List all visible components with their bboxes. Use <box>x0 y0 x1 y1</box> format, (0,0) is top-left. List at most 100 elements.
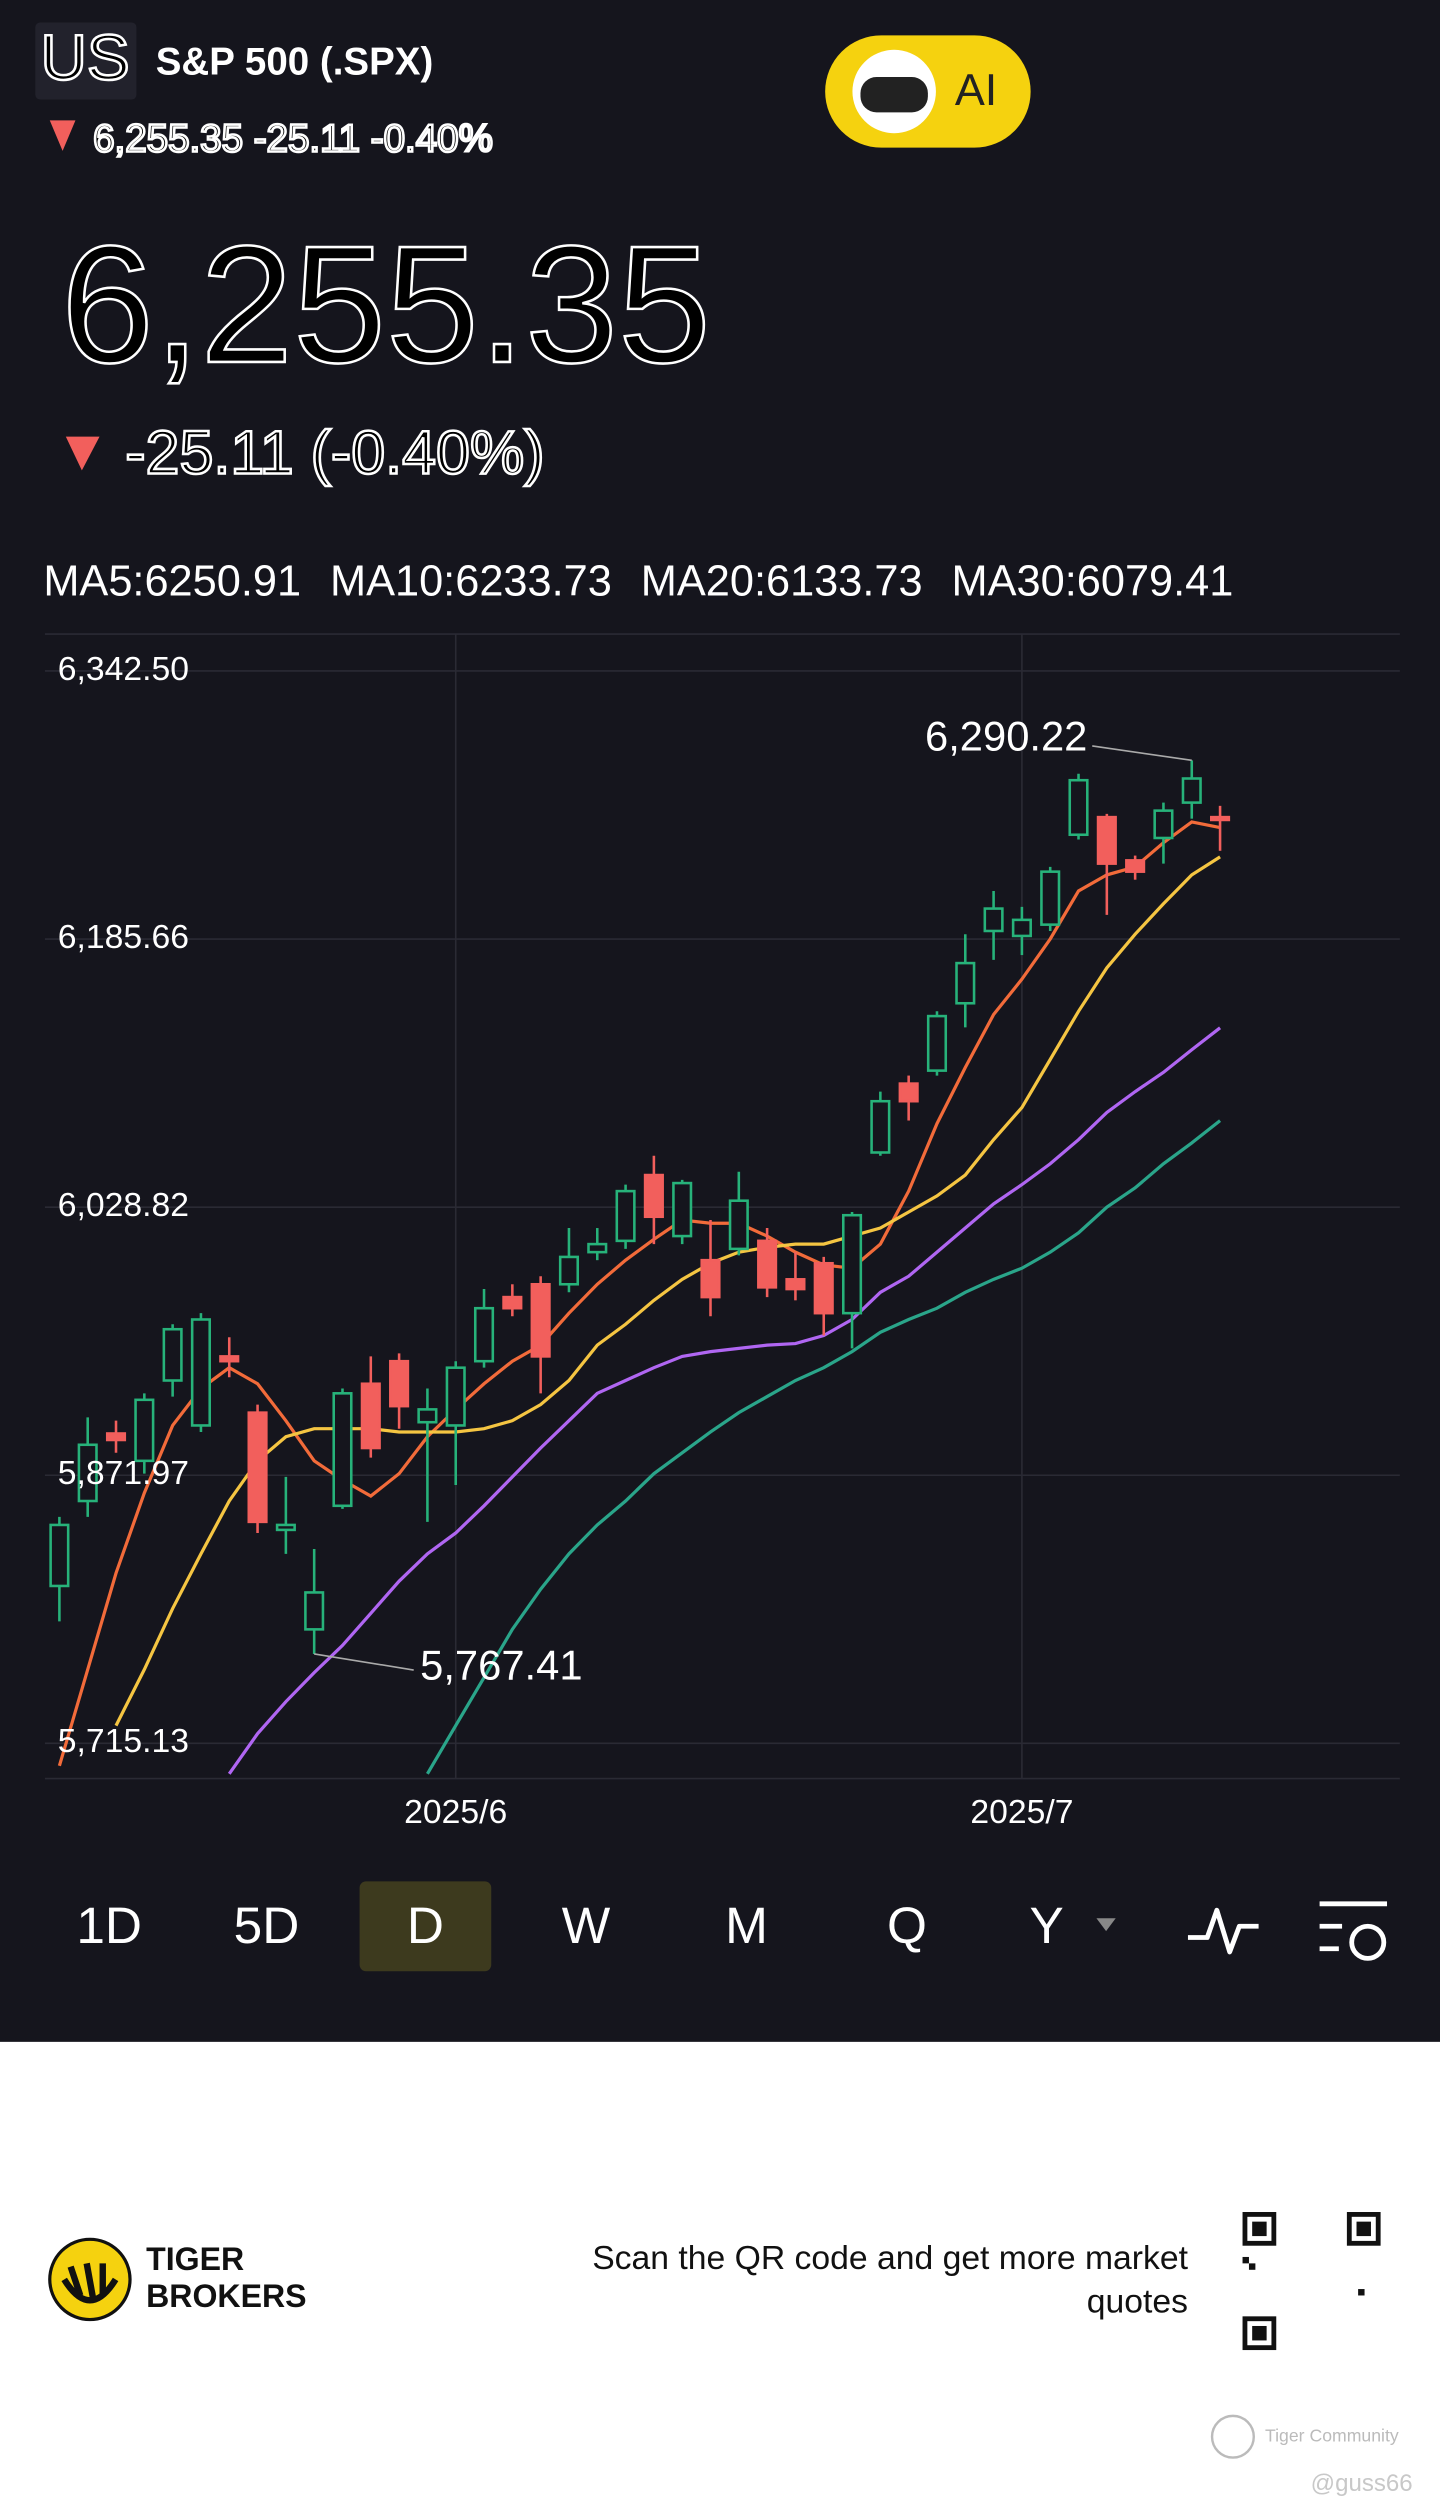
candle-body <box>841 1213 863 1315</box>
candle-body <box>332 1392 353 1508</box>
candle-body <box>785 1278 806 1291</box>
candle-body <box>1153 809 1174 840</box>
candle-body <box>1125 859 1146 873</box>
timeframe-tab[interactable]: M <box>725 1897 768 1954</box>
annotation-line <box>314 1653 414 1671</box>
legend: MA5:6250.91 MA10:6233.73 MA20:6133.73 MA30:… <box>43 558 1233 606</box>
y-tick-label: 6,342.50 <box>58 650 189 688</box>
ma-line <box>227 1026 1222 1775</box>
active-tab-bg <box>359 1881 492 1972</box>
candle-body <box>757 1239 778 1289</box>
candle-body <box>473 1306 495 1363</box>
axes: 6,342.50 6,185.66 6,028.82 5,871.97 5,715.13… <box>58 650 1192 1831</box>
candle-body <box>955 961 976 1005</box>
legend-entry: MA20:6133.73 <box>641 558 923 606</box>
qr-module <box>1242 2256 1249 2264</box>
indicator-icon[interactable] <box>1187 1907 1259 1955</box>
candle-body <box>672 1181 693 1238</box>
candle-body <box>105 1432 127 1442</box>
ai-label[interactable]: AI <box>955 64 997 115</box>
timeframe-tab[interactable]: 1D <box>76 1897 142 1954</box>
qr-text: quotes <box>1087 2282 1188 2320</box>
y-tick-label: 6,185.66 <box>58 918 189 956</box>
qr-code <box>1239 2208 1384 2354</box>
brand-logo-stripes <box>61 2262 119 2304</box>
candle-body <box>360 1382 381 1450</box>
grid <box>44 633 1400 1780</box>
candle-body <box>615 1189 636 1243</box>
qr-finder <box>1356 2221 1371 2237</box>
ma-line <box>426 1119 1222 1775</box>
candle-body <box>870 1099 891 1154</box>
legend-entry: MA10:6233.73 <box>330 558 612 606</box>
candle-body <box>77 1443 98 1503</box>
candle-body <box>587 1242 608 1254</box>
candle-body <box>530 1282 551 1358</box>
timeframe-tabs: 1D 5D D W M Q Y <box>76 1897 1063 1954</box>
annotation: 6,290.22 <box>925 712 1087 759</box>
candle-body <box>728 1199 749 1251</box>
y-tick-label: 5,715.13 <box>58 1722 189 1760</box>
dropdown-arrow[interactable] <box>1096 1918 1116 1932</box>
quote-line: 6,255.35 -25.11 -0.40% <box>93 117 493 160</box>
market-badge <box>35 22 137 100</box>
candle-body <box>813 1261 834 1315</box>
candle-body <box>417 1408 438 1424</box>
candle-body <box>219 1355 240 1363</box>
candle-body <box>983 907 1004 933</box>
candle-body <box>1011 918 1032 938</box>
candle-body <box>49 1523 70 1588</box>
candle-body <box>1096 815 1117 865</box>
candle-body <box>190 1318 212 1427</box>
candle-body <box>1068 778 1089 837</box>
change-arrow <box>65 436 100 471</box>
ma-line <box>114 855 1221 1727</box>
qr-module <box>1358 2289 1365 2296</box>
candle-body <box>162 1327 183 1382</box>
candle-body <box>1210 815 1231 822</box>
x-tick-label: 2025/7 <box>970 1793 1073 1831</box>
annotation: 5,767.41 <box>420 1641 582 1688</box>
legend-entry: MA30:6079.41 <box>952 558 1234 606</box>
y-tick-label: 6,028.82 <box>58 1186 189 1224</box>
timeframe-tab[interactable]: W <box>562 1897 611 1954</box>
qr-module <box>1248 2263 1256 2270</box>
candle-body <box>700 1258 721 1299</box>
candle-body <box>445 1366 466 1427</box>
timeframe-tab[interactable]: Q <box>887 1897 927 1954</box>
qr-text: Scan the QR code and get more market <box>592 2239 1188 2277</box>
candle-body <box>502 1295 523 1310</box>
symbol: S&P 500 (.SPX) <box>156 40 434 83</box>
candle-body <box>247 1411 268 1524</box>
ai-mascot-visor <box>860 77 928 113</box>
candle-body <box>898 1082 919 1103</box>
brand-name: BROKERS <box>146 2278 307 2314</box>
settings-icon[interactable] <box>1319 1901 1388 1961</box>
candle-body <box>1040 870 1061 926</box>
timeframe-tab[interactable]: D <box>407 1897 444 1954</box>
timeframe-tab[interactable]: Y <box>1030 1897 1064 1954</box>
candle-body <box>643 1173 664 1219</box>
icon-gear <box>1349 1923 1387 1961</box>
ai-button[interactable]: AI <box>825 35 1031 148</box>
price: 6,255.35 <box>61 212 711 398</box>
candle-body <box>134 1398 155 1463</box>
annotation-line <box>1092 745 1192 762</box>
candle-body <box>1181 777 1202 804</box>
plot <box>49 760 1231 1775</box>
qr-finder <box>1252 2325 1267 2341</box>
timeframe-tab[interactable]: 5D <box>234 1897 300 1954</box>
candle-body <box>389 1359 410 1408</box>
ma-line <box>57 820 1221 1767</box>
watermark: Tiger Community <box>1265 2425 1399 2445</box>
username: @guss66 <box>1311 2470 1413 2497</box>
candle-body <box>304 1591 325 1631</box>
market-logo: US <box>40 22 129 94</box>
legend-entry: MA5:6250.91 <box>43 558 301 606</box>
price-change: -25.11 (-0.40%) <box>125 419 544 487</box>
dark-panel <box>0 0 1440 2042</box>
x-tick-label: 2025/6 <box>404 1793 507 1831</box>
